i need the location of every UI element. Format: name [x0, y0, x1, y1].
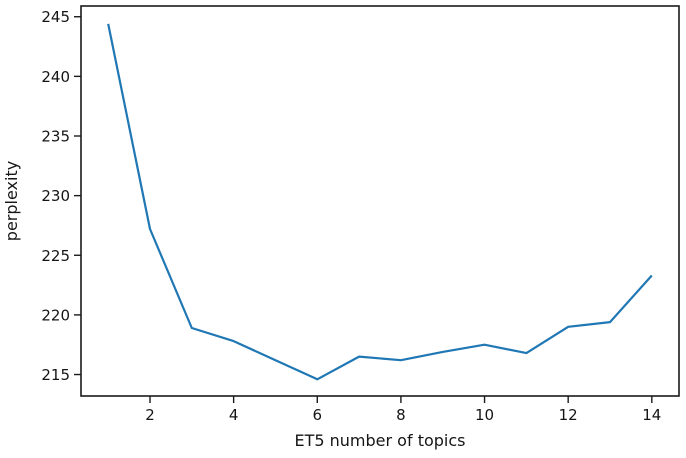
perplexity-line: [107, 23, 653, 381]
y-tick-label: 225: [41, 247, 70, 265]
x-tick-label: 12: [559, 406, 578, 424]
x-tick-label: 4: [229, 406, 239, 424]
x-tick-label: 6: [312, 406, 322, 424]
y-tick-label: 220: [41, 306, 70, 324]
y-axis: 215 220 225 230 235 240 245 perplexity: [2, 8, 81, 384]
y-tick-label: 215: [41, 366, 70, 384]
y-axis-label: perplexity: [2, 161, 21, 241]
plot-area-border: [80, 5, 680, 397]
x-tick-label: 14: [642, 406, 661, 424]
y-tick-label: 240: [41, 68, 70, 86]
x-axis-label: ET5 number of topics: [295, 431, 466, 450]
x-axis: 2 4 6 8 10 12 14 ET5 number of topics: [145, 396, 661, 450]
x-tick-label: 10: [475, 406, 494, 424]
y-axis-ticks: 215 220 225 230 235 240 245: [41, 8, 81, 384]
x-axis-ticks: 2 4 6 8 10 12 14: [145, 396, 661, 424]
y-tick-label: 235: [41, 128, 70, 146]
y-tick-label: 230: [41, 187, 70, 205]
plot-area-background: [81, 6, 679, 396]
x-tick-label: 2: [145, 406, 155, 424]
x-tick-label: 8: [396, 406, 406, 424]
y-tick-label: 245: [41, 8, 70, 26]
